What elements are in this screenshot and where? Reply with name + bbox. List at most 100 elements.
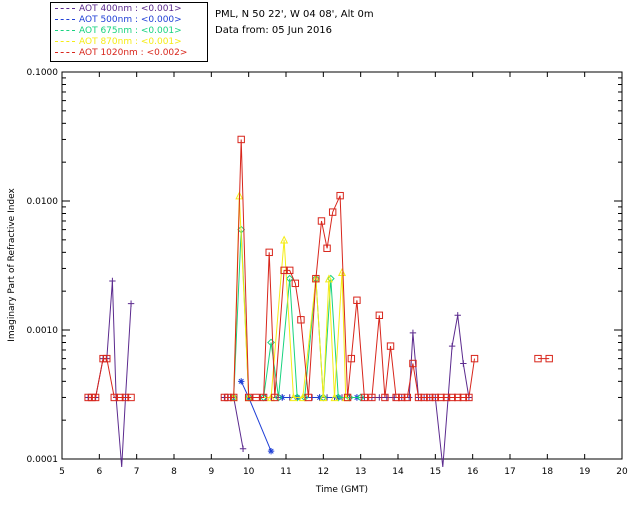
data-point [239, 445, 247, 452]
data-point [356, 393, 365, 402]
x-tick-label: 6 [96, 467, 102, 477]
data-point [343, 393, 352, 402]
data-point [545, 354, 553, 363]
series-line [224, 397, 244, 449]
data-point [289, 393, 298, 402]
data-point [220, 393, 229, 402]
data-point [127, 393, 135, 402]
data-point [84, 393, 92, 402]
legend-swatch-1020nm [55, 52, 75, 53]
data-point [259, 393, 268, 402]
data-point [267, 338, 275, 347]
data-point [470, 354, 479, 363]
data-point [368, 393, 376, 402]
site-info: PML, N 50 22', W 04 08', Alt 0m [215, 9, 374, 20]
data-point [99, 354, 107, 363]
data-point [381, 393, 389, 402]
y-tick-label: 0.0001 [27, 455, 59, 465]
data-point [375, 311, 384, 320]
x-tick-label: 19 [579, 467, 591, 477]
data-point [116, 393, 124, 402]
data-point [252, 393, 260, 402]
legend-swatch-500nm [55, 19, 75, 20]
y-tick-label: 0.0100 [27, 197, 59, 207]
legend: AOT 400nm : <0.001> AOT 500nm : <0.000> … [50, 2, 208, 62]
y-tick-label: 0.0010 [27, 326, 59, 336]
data-point [297, 316, 305, 324]
x-tick-label: 14 [392, 467, 404, 477]
plot-frame [61, 71, 623, 460]
data-point [286, 266, 294, 275]
legend-label-870nm: AOT 870nm : <0.001> [79, 37, 182, 47]
legend-swatch-870nm [55, 41, 75, 42]
x-tick-label: 16 [467, 467, 479, 477]
data-point [386, 342, 395, 350]
legend-item-675nm: AOT 675nm : <0.001> [55, 26, 182, 37]
x-tick-label: 17 [504, 467, 515, 477]
data-point [403, 393, 412, 402]
x-tick-label: 13 [355, 467, 366, 477]
data-point [409, 329, 417, 337]
data-point [448, 342, 456, 350]
series-aot-1020nm [84, 135, 553, 402]
legend-item-500nm: AOT 500nm : <0.000> [55, 15, 182, 26]
data-point [442, 393, 451, 402]
data-point [360, 393, 369, 402]
legend-item-1020nm: AOT 1020nm : <0.002> [55, 48, 187, 59]
legend-item-400nm: AOT 400nm : <0.001> [55, 4, 182, 15]
legend-swatch-675nm [55, 30, 75, 31]
series-aot-675nm [229, 225, 365, 402]
data-point [88, 393, 96, 402]
data-point [224, 393, 232, 402]
data-point [267, 393, 276, 402]
x-tick-label: 18 [542, 467, 554, 477]
data-point [271, 393, 279, 402]
x-tick-label: 15 [430, 467, 441, 477]
data-point [280, 235, 289, 244]
data-point [244, 393, 253, 402]
data-point [291, 279, 300, 288]
data-point [454, 312, 461, 319]
data-point [121, 393, 130, 402]
data-point [459, 393, 468, 402]
data-point [127, 300, 135, 307]
x-tick-label: 10 [243, 467, 255, 477]
data-point [328, 208, 337, 216]
data-point [460, 360, 467, 367]
date-info: Data from: 05 Jun 2016 [215, 25, 333, 36]
legend-label-500nm: AOT 500nm : <0.000> [79, 15, 182, 25]
series-line [233, 195, 347, 398]
data-point [437, 393, 445, 402]
data-point [337, 267, 347, 277]
series-line [88, 358, 132, 398]
x-axis-label: Time (GMT) [315, 485, 368, 495]
data-point [409, 359, 417, 368]
data-point [392, 393, 400, 402]
data-point [304, 393, 313, 402]
data-point [91, 393, 100, 402]
data-point [230, 393, 238, 402]
data-point [103, 354, 111, 363]
data-point [238, 378, 245, 385]
data-point [398, 393, 406, 402]
data-point [285, 274, 294, 283]
data-point [298, 393, 307, 402]
data-point [330, 393, 339, 402]
x-tick-label: 7 [134, 467, 140, 477]
x-tick-label: 11 [280, 467, 291, 477]
series-line [240, 381, 272, 452]
data-point [237, 135, 245, 144]
data-point [109, 277, 116, 285]
data-point [323, 244, 331, 252]
legend-label-675nm: AOT 675nm : <0.001> [79, 26, 182, 36]
legend-label-1020nm: AOT 1020nm : <0.002> [79, 48, 188, 58]
data-point [319, 393, 328, 402]
data-point [267, 447, 275, 455]
x-tick-label: 5 [59, 467, 65, 477]
data-point [274, 393, 283, 402]
x-tick-label: 8 [171, 467, 177, 477]
data-point [353, 296, 361, 304]
data-point [431, 393, 440, 402]
legend-swatch-400nm [55, 8, 75, 9]
